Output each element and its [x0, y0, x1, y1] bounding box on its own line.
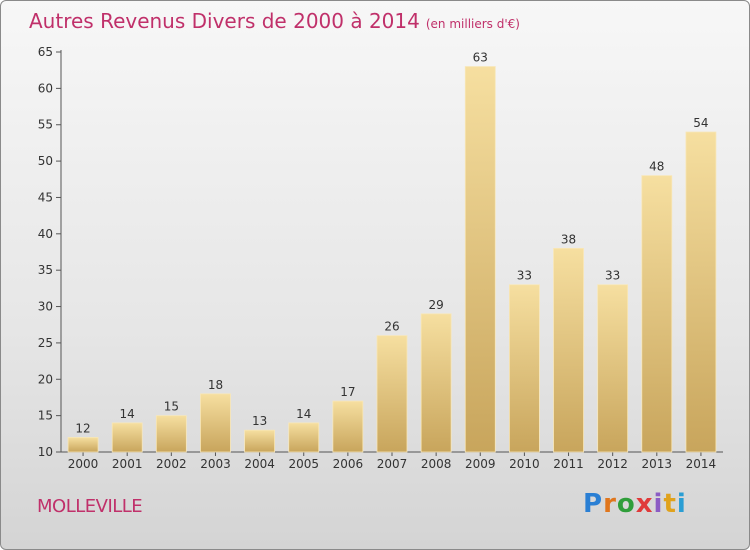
x-tick-label: 2012	[597, 457, 628, 471]
x-tick-label: 2004	[244, 457, 275, 471]
bar	[420, 313, 452, 453]
logo-letter: i	[676, 489, 687, 519]
y-tick-label: 20	[38, 372, 53, 386]
y-tick-label: 50	[38, 154, 53, 168]
bar	[464, 66, 496, 453]
x-tick-label: 2010	[509, 457, 540, 471]
y-tick-label: 35	[38, 263, 53, 277]
bar	[553, 247, 584, 453]
bar-value-label: 33	[605, 269, 620, 283]
bar	[200, 393, 231, 453]
chart-bars: 12 14 15 18 13 14 17 26 29 63 33 38 33 48 54	[67, 51, 717, 453]
commune-name: MOLLEVILLE	[37, 496, 143, 517]
chart-title-text: Autres Revenus Divers de 2000 à 2014	[29, 9, 420, 33]
bar	[111, 422, 143, 453]
bar-value-label: 54	[693, 116, 708, 130]
bar-value-label: 15	[164, 400, 179, 414]
bar	[288, 422, 320, 453]
bar	[332, 400, 364, 453]
proxiti-logo: Proxiti	[583, 489, 687, 519]
bar-value-label: 29	[428, 298, 443, 312]
logo-letter: r	[603, 489, 617, 519]
chart-title: Autres Revenus Divers de 2000 à 2014 (en …	[29, 9, 520, 33]
logo-letter: x	[635, 489, 654, 519]
x-tick-label: 2011	[553, 457, 584, 471]
bar-value-label: 17	[340, 385, 355, 399]
bar-value-label: 38	[561, 232, 576, 246]
bar	[508, 284, 540, 453]
bar-value-label: 13	[252, 414, 267, 428]
x-tick-label: 2008	[421, 457, 452, 471]
bar	[376, 335, 408, 453]
chart-axes: 10 15 20 25 30 35 40 45 50 55 60 65 2000 2001 2002 2003…	[38, 45, 723, 471]
logo-letter: i	[653, 489, 664, 519]
x-tick-label: 2009	[465, 457, 496, 471]
y-tick-label: 40	[38, 227, 53, 241]
y-tick-label: 55	[38, 118, 53, 132]
bar-value-label: 33	[517, 269, 532, 283]
x-tick-label: 2006	[333, 457, 364, 471]
bar	[155, 415, 187, 453]
y-tick-label: 10	[38, 445, 53, 459]
bar-value-label: 12	[75, 421, 90, 435]
bar-value-label: 63	[473, 51, 488, 65]
logo-letter: P	[583, 489, 604, 519]
x-tick-label: 2014	[686, 457, 717, 471]
bar	[641, 175, 673, 453]
chart-unit: (en milliers d'€)	[425, 17, 520, 31]
bar	[244, 429, 276, 453]
bar-value-label: 14	[120, 407, 135, 421]
y-tick-label: 65	[38, 45, 53, 59]
bar-value-label: 14	[296, 407, 311, 421]
bar-value-label: 48	[649, 160, 664, 174]
logo-letter: o	[616, 489, 636, 519]
x-tick-label: 2005	[288, 457, 319, 471]
x-tick-label: 2003	[200, 457, 231, 471]
y-tick-label: 60	[38, 81, 53, 95]
y-tick-label: 15	[38, 409, 53, 423]
y-tick-label: 25	[38, 336, 53, 350]
bar	[597, 284, 629, 453]
bar	[67, 437, 99, 453]
x-tick-label: 2001	[112, 457, 143, 471]
bar-value-label: 26	[384, 320, 399, 334]
y-tick-label: 30	[38, 300, 53, 314]
x-tick-label: 2013	[642, 457, 673, 471]
y-tick-label: 45	[38, 190, 53, 204]
logo-letter: t	[663, 489, 677, 519]
bar	[685, 131, 717, 453]
x-tick-label: 2002	[156, 457, 187, 471]
bar-value-label: 18	[208, 378, 223, 392]
x-tick-label: 2007	[377, 457, 408, 471]
x-tick-label: 2000	[68, 457, 99, 471]
